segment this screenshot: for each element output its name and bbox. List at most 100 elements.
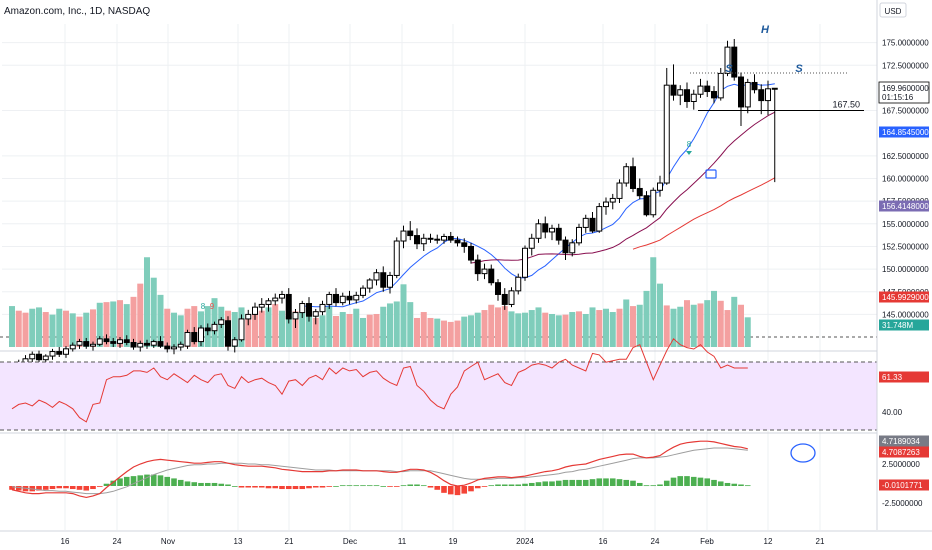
currency-selector[interactable] [879, 2, 907, 18]
candle[interactable] [29, 353, 36, 360]
candle[interactable] [434, 238, 441, 241]
candle[interactable] [468, 245, 474, 261]
candle[interactable] [501, 293, 508, 305]
candle[interactable] [508, 290, 515, 305]
candle[interactable] [488, 268, 495, 284]
candle[interactable] [231, 339, 238, 347]
candle[interactable] [110, 341, 117, 344]
candle[interactable] [461, 242, 468, 247]
candle[interactable] [427, 237, 434, 240]
candle[interactable] [63, 348, 69, 355]
candle[interactable] [218, 319, 225, 325]
candle[interactable] [690, 93, 697, 102]
candle[interactable] [285, 293, 292, 320]
candle[interactable] [711, 91, 717, 99]
candle[interactable] [407, 230, 414, 237]
candle[interactable] [677, 89, 684, 96]
candle[interactable] [400, 230, 407, 242]
candle[interactable] [555, 227, 562, 241]
candle[interactable] [137, 342, 144, 348]
candle[interactable] [704, 85, 711, 93]
candle[interactable] [36, 353, 42, 361]
candle[interactable] [272, 297, 279, 302]
candle[interactable] [744, 81, 751, 108]
candle[interactable] [292, 312, 299, 320]
candle[interactable] [535, 223, 542, 239]
candle[interactable] [393, 240, 400, 276]
candle[interactable] [144, 342, 150, 346]
candle[interactable] [346, 295, 353, 301]
candle[interactable] [650, 189, 657, 216]
candle[interactable] [56, 351, 63, 355]
candle[interactable] [758, 89, 765, 102]
candle[interactable] [150, 341, 157, 346]
candle[interactable] [171, 346, 177, 350]
candle[interactable] [670, 84, 677, 96]
candle[interactable] [447, 235, 454, 241]
candle[interactable] [380, 272, 387, 288]
candle[interactable] [414, 235, 420, 245]
candle[interactable] [198, 327, 204, 343]
candle[interactable] [157, 341, 164, 347]
candle[interactable] [751, 81, 758, 91]
candle[interactable] [441, 235, 447, 241]
candle[interactable] [420, 237, 427, 245]
candle[interactable] [738, 76, 744, 108]
candle[interactable] [69, 344, 76, 350]
candle[interactable] [623, 166, 630, 184]
candle[interactable] [481, 268, 488, 275]
candle[interactable] [191, 332, 198, 343]
candle[interactable] [717, 72, 724, 99]
candle[interactable] [515, 276, 522, 292]
candle[interactable] [569, 242, 576, 254]
candle[interactable] [643, 195, 650, 216]
candle[interactable] [49, 351, 56, 357]
candle[interactable] [636, 187, 643, 197]
candle[interactable] [123, 339, 130, 343]
candle[interactable] [697, 85, 704, 95]
candle[interactable] [765, 88, 771, 102]
candle[interactable] [609, 197, 616, 203]
candle[interactable] [258, 303, 265, 308]
candle[interactable] [663, 84, 670, 184]
candle[interactable] [299, 303, 306, 314]
candle[interactable] [177, 343, 184, 348]
candle[interactable] [562, 239, 569, 254]
candle[interactable] [130, 341, 137, 348]
candle[interactable] [279, 293, 285, 299]
candle[interactable] [616, 182, 623, 199]
candle[interactable] [326, 293, 333, 305]
candle[interactable] [582, 217, 589, 228]
candle[interactable] [549, 227, 555, 233]
candle[interactable] [731, 46, 738, 78]
candle[interactable] [333, 293, 339, 304]
candle[interactable] [373, 272, 380, 281]
candle[interactable] [387, 274, 393, 288]
candle[interactable] [366, 279, 373, 289]
candle[interactable] [339, 295, 346, 304]
candle[interactable] [360, 287, 366, 296]
candle[interactable] [596, 206, 603, 232]
candle[interactable] [42, 355, 49, 361]
candle[interactable] [522, 247, 528, 278]
candle[interactable] [306, 303, 312, 317]
candle[interactable] [657, 182, 663, 191]
candle[interactable] [353, 294, 360, 301]
candle[interactable] [96, 338, 103, 345]
candle[interactable] [252, 306, 258, 315]
candle[interactable] [211, 323, 218, 332]
candle[interactable] [771, 87, 778, 90]
candle[interactable] [576, 226, 582, 244]
candle[interactable] [103, 338, 110, 343]
candle[interactable] [589, 217, 596, 232]
candle[interactable] [542, 223, 549, 233]
currency-label[interactable]: USD [885, 7, 902, 16]
candle[interactable] [238, 318, 245, 341]
candle[interactable] [724, 46, 731, 74]
candle[interactable] [76, 341, 83, 346]
candle[interactable] [265, 300, 272, 305]
candle[interactable] [630, 166, 636, 189]
candle[interactable] [603, 201, 609, 208]
candle[interactable] [454, 239, 461, 244]
